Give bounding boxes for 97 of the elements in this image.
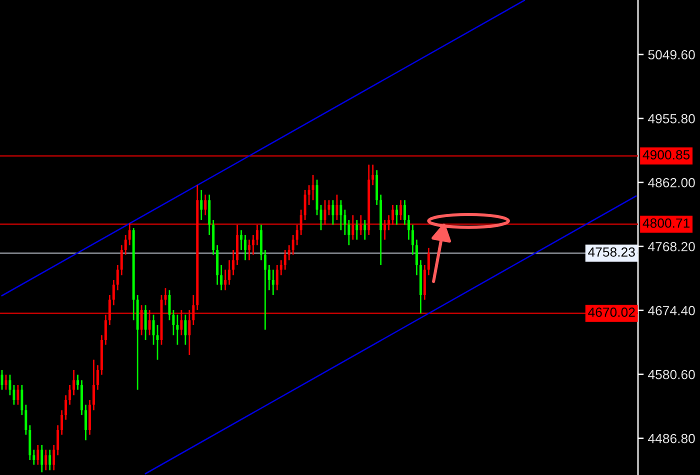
candlestick [64, 394, 68, 420]
candlestick [396, 204, 398, 226]
candlestick [256, 224, 258, 246]
candlestick [8, 374, 12, 396]
candlestick [32, 449, 36, 466]
candlestick [76, 374, 79, 390]
candlestick [16, 384, 20, 406]
y-tick-label: 5049.60 [648, 50, 695, 60]
candlestick [200, 189, 203, 221]
candlestick [407, 214, 410, 240]
y-tick-label: 4580.60 [648, 370, 695, 380]
candlestick [384, 219, 386, 240]
candlestick [188, 309, 191, 356]
ref-line-label: 4758.23 [588, 247, 635, 257]
candlestick [96, 364, 99, 390]
candlestick [104, 314, 107, 346]
candlestick [300, 209, 302, 236]
candlestick [292, 234, 294, 256]
candlestick [344, 209, 346, 236]
candlestick [152, 314, 155, 346]
candlestick [36, 444, 40, 466]
y-tick-label: 4768.20 [648, 242, 695, 252]
ref-line-label: 4800.71 [642, 218, 690, 228]
candlestick [348, 219, 350, 246]
ref-line-label: 4670.02 [588, 308, 635, 317]
y-tick-label: 4862.00 [648, 178, 695, 188]
candlestick [108, 294, 111, 326]
candlestick [400, 199, 402, 221]
candlestick [360, 214, 362, 236]
candlestick [336, 194, 338, 221]
candlestick [12, 384, 16, 406]
candlestick [324, 199, 326, 226]
candlestick [228, 259, 231, 286]
candlestick [392, 204, 394, 226]
candlestick [176, 314, 179, 346]
candlestick [427, 247, 430, 276]
candlestick [312, 174, 314, 201]
candlestick [388, 214, 390, 231]
candlestick [112, 279, 115, 306]
candlestick [264, 249, 266, 330]
candlestick [144, 304, 147, 341]
candlestick [52, 444, 56, 471]
candlestick [280, 259, 282, 276]
candlestick [364, 219, 366, 240]
candlestick [224, 269, 227, 291]
candlestick [340, 199, 342, 231]
candlestick [244, 234, 246, 261]
candlestick [332, 199, 334, 226]
candlestick [304, 189, 306, 221]
candlestick [296, 224, 298, 246]
candlestick [352, 214, 354, 240]
candlestick [204, 194, 207, 216]
candlestick [148, 309, 151, 336]
candlestick [168, 289, 171, 321]
candlestick [92, 359, 95, 411]
candlestick [184, 314, 187, 346]
candlestick [124, 234, 127, 256]
candlestick [140, 304, 143, 336]
candlestick [403, 199, 406, 226]
candlestick [411, 224, 414, 256]
candlestick [180, 309, 183, 336]
candlestick [252, 234, 254, 256]
candlestick [40, 444, 44, 473]
candlestick [84, 404, 87, 441]
candlestick [192, 294, 195, 326]
candlestick [120, 244, 123, 276]
candlestick [116, 264, 119, 291]
candlestick [272, 269, 274, 296]
candlestick [268, 264, 270, 291]
candlestick [24, 404, 28, 436]
candlestick [308, 184, 310, 206]
candlestick [240, 229, 242, 251]
candlestick [72, 369, 76, 396]
ref-line-label: 4900.85 [642, 150, 690, 160]
candlestick [220, 264, 223, 291]
candlestick [284, 249, 286, 270]
candlestick [68, 384, 72, 406]
y-tick-label: 4486.80 [648, 434, 695, 444]
candlestick [328, 199, 330, 216]
candlestick [248, 239, 250, 261]
candlestick [356, 219, 358, 240]
candlestick [164, 287, 167, 306]
candlestick [372, 164, 374, 186]
candlestick [48, 449, 52, 471]
candlestick [172, 309, 175, 336]
candlestick [128, 222, 131, 246]
candlestick [20, 384, 24, 416]
candlestick [415, 239, 418, 276]
candlestick [276, 264, 278, 291]
y-tick-label: 4955.80 [648, 114, 695, 124]
y-tick-label: 4674.40 [648, 306, 695, 316]
candlestick [288, 244, 290, 261]
candlestick [56, 424, 60, 456]
candlestick [44, 449, 48, 471]
candlestick [4, 374, 8, 390]
candlestick [60, 410, 64, 436]
candlestick [232, 249, 235, 276]
